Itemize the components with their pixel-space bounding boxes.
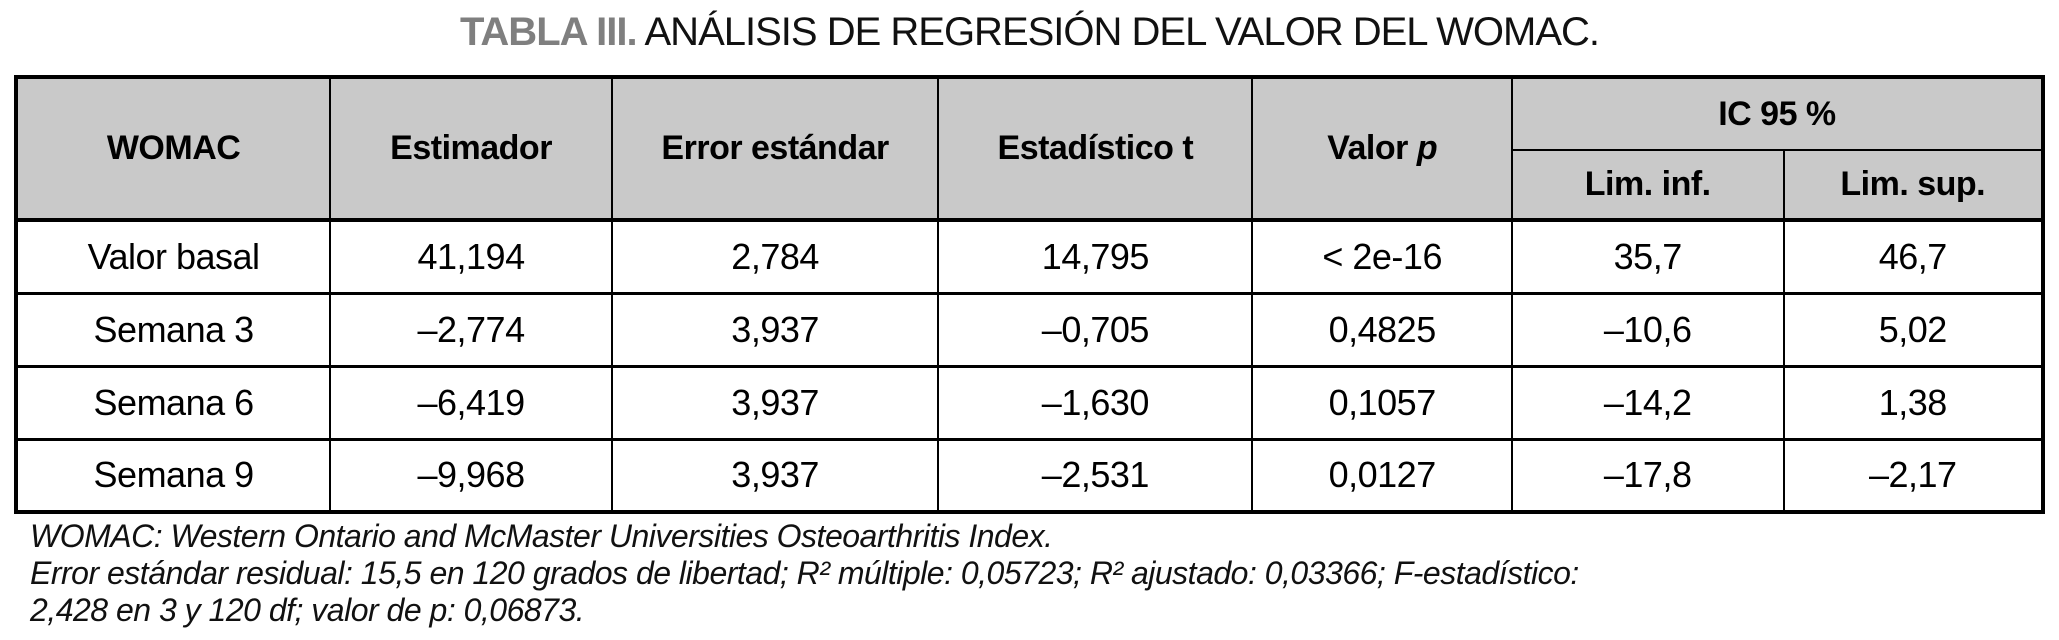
cell-lim-sup: 46,7 — [1782, 219, 2044, 295]
cell-row-label: Semana 6 — [14, 365, 332, 441]
footnote-model-stats-line2: 2,428 en 3 y 120 df; valor de p: 0,06873… — [30, 592, 585, 628]
cell-row-label: Semana 3 — [14, 292, 332, 368]
footnotes: WOMAC: Western Ontario and McMaster Univ… — [30, 518, 2030, 629]
column-header-ic95: IC 95 % — [1510, 76, 2045, 151]
cell-row-label: Semana 9 — [14, 438, 332, 514]
cell-error-estandar: 3,937 — [610, 365, 940, 441]
footnote-model-stats-line1: Error estándar residual: 15,5 en 120 gra… — [30, 555, 1579, 591]
column-header-estimador: Estimador — [329, 76, 613, 221]
cell-lim-sup: 1,38 — [1782, 365, 2044, 441]
cell-lim-inf: –14,2 — [1510, 365, 1785, 441]
cell-valor-p: 0,1057 — [1251, 365, 1513, 441]
cell-estimador: –6,419 — [329, 365, 613, 441]
header-row-sub: Lim. inf. Lim. sup. — [16, 149, 2044, 221]
table-title: TABLA III. ANÁLISIS DE REGRESIÓN DEL VAL… — [0, 10, 2059, 55]
cell-estadistico-t: –1,630 — [937, 365, 1254, 441]
column-header-valor-p: Valor p — [1251, 76, 1513, 221]
cell-lim-inf: 35,7 — [1510, 219, 1785, 295]
cell-lim-inf: –17,8 — [1510, 438, 1785, 514]
column-header-error-estandar: Error estándar — [610, 76, 940, 221]
table-row-semana-3: Semana 3 –2,774 3,937 –0,705 0,4825 –10,… — [14, 292, 2044, 368]
table-title-text: ANÁLISIS DE REGRESIÓN DEL VALOR DEL WOMA… — [636, 10, 1601, 54]
cell-error-estandar: 3,937 — [610, 438, 940, 514]
column-header-lim-inf: Lim. inf. — [1510, 149, 1785, 221]
cell-lim-inf: –10,6 — [1510, 292, 1785, 368]
cell-lim-sup: –2,17 — [1782, 438, 2044, 514]
header-row-top: WOMAC Estimador Error estándar Estadísti… — [14, 76, 2045, 221]
cell-valor-p: < 2e-16 — [1251, 219, 1513, 295]
valor-p-prefix: Valor — [1327, 129, 1417, 167]
cell-estadistico-t: –2,531 — [937, 438, 1254, 514]
table-header: WOMAC Estimador Error estándar Estadísti… — [14, 76, 2045, 221]
table-body: Valor basal 41,194 2,784 14,795 < 2e-16 … — [14, 219, 2044, 514]
cell-error-estandar: 3,937 — [610, 292, 940, 368]
valor-p-symbol: p — [1416, 129, 1438, 167]
column-header-estadistico-t: Estadístico t — [937, 76, 1254, 221]
cell-lim-sup: 5,02 — [1782, 292, 2044, 368]
table-number-label: TABLA III. — [459, 10, 638, 54]
cell-valor-p: 0,4825 — [1251, 292, 1513, 368]
table-row-semana-9: Semana 9 –9,968 3,937 –2,531 0,0127 –17,… — [14, 438, 2044, 514]
cell-estadistico-t: 14,795 — [937, 219, 1254, 295]
column-header-lim-sup: Lim. sup. — [1782, 149, 2044, 221]
cell-row-label: Valor basal — [14, 219, 332, 295]
table-row-valor-basal: Valor basal 41,194 2,784 14,795 < 2e-16 … — [14, 219, 2044, 295]
cell-error-estandar: 2,784 — [610, 219, 940, 295]
footnote-womac-definition: WOMAC: Western Ontario and McMaster Univ… — [30, 518, 1053, 554]
column-header-womac: WOMAC — [14, 76, 332, 221]
cell-estimador: –9,968 — [329, 438, 613, 514]
cell-valor-p: 0,0127 — [1251, 438, 1513, 514]
cell-estimador: –2,774 — [329, 292, 613, 368]
cell-estadistico-t: –0,705 — [937, 292, 1254, 368]
table-row-semana-6: Semana 6 –6,419 3,937 –1,630 0,1057 –14,… — [14, 365, 2044, 441]
cell-estimador: 41,194 — [329, 219, 613, 295]
regression-table: WOMAC Estimador Error estándar Estadísti… — [14, 75, 2045, 514]
